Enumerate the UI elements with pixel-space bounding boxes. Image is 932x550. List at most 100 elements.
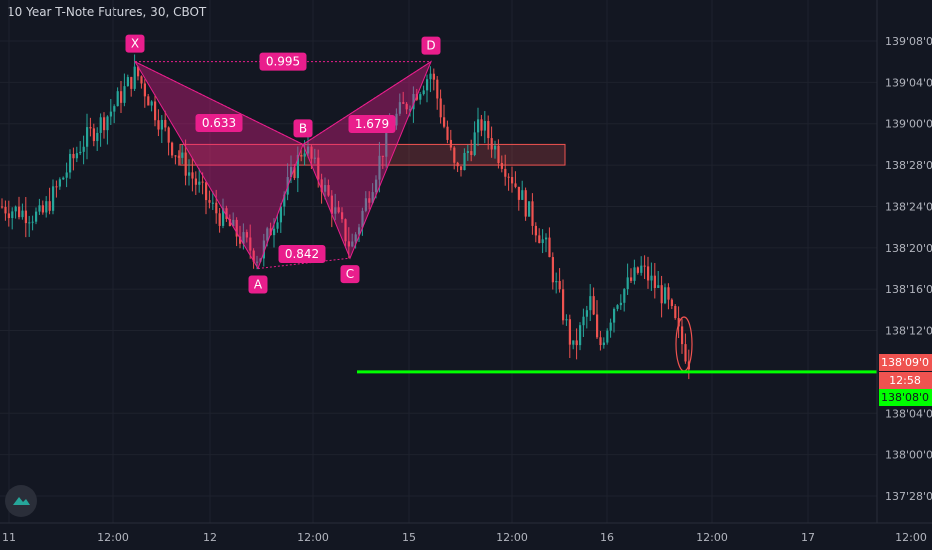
candle-body (378, 155, 381, 180)
candle-body (609, 322, 612, 331)
price-label-support-level: 138'08'0 (881, 391, 929, 404)
candle-body (545, 237, 548, 240)
candle-body (647, 266, 650, 281)
candle-body (623, 289, 626, 303)
candle-body (514, 183, 517, 187)
candle-body (225, 208, 228, 220)
candle-body (106, 116, 109, 131)
candle-body (575, 340, 578, 346)
candle-body (89, 127, 92, 129)
candle-body (456, 162, 459, 167)
price-label-bg-countdown (879, 372, 932, 389)
candle-body (490, 138, 493, 150)
candle-body (38, 205, 41, 212)
candle-body (31, 221, 34, 223)
candle-body (18, 206, 21, 218)
price-label-countdown: 12:58 (889, 374, 921, 387)
candle-body (405, 103, 408, 110)
candle-body (208, 200, 211, 203)
candle-body (140, 76, 143, 84)
candle-body (443, 117, 446, 127)
price-tick-label: 138'16'0 (885, 283, 932, 296)
ratio-xd-bg (259, 52, 307, 71)
candle-body (657, 285, 660, 288)
candle-body (249, 237, 252, 251)
candle-body (198, 181, 201, 185)
candle-body (466, 151, 469, 153)
candle-body (616, 305, 619, 309)
candle-body (565, 319, 568, 321)
candle-body (58, 179, 61, 187)
candle-body (528, 201, 531, 217)
price-tick-label: 138'24'0 (885, 200, 932, 213)
candle-body (341, 212, 344, 220)
candle-body (191, 172, 194, 179)
candle-body (422, 90, 425, 95)
candle-body (126, 77, 129, 87)
candle-body (181, 152, 184, 158)
candle-body (86, 127, 89, 147)
candle-body (41, 205, 44, 213)
candle-body (65, 172, 68, 178)
candle-body (330, 195, 333, 214)
pattern-point-a-bg (248, 275, 268, 294)
candle-body (239, 236, 242, 244)
candle-body (606, 330, 609, 343)
candle-body (650, 275, 653, 281)
candle-body (52, 186, 55, 211)
candle-body (259, 258, 262, 262)
pattern-ratio-line (134, 61, 304, 145)
candle-body (426, 79, 429, 91)
ratio-xd: 0.995 (266, 55, 300, 69)
candle-body (572, 340, 575, 345)
pattern-ratio-line (302, 61, 432, 145)
candle-body (626, 277, 629, 290)
pattern-point-c: C (346, 267, 354, 281)
candle-body (358, 227, 361, 235)
candle-body (300, 154, 303, 157)
candle-body (684, 344, 687, 362)
candle-body (361, 210, 364, 228)
candle-body (4, 206, 7, 214)
candle-body (28, 222, 31, 224)
candle-body (157, 120, 160, 130)
candle-body (218, 213, 221, 226)
candle-body (667, 287, 670, 300)
candle-body (344, 219, 347, 242)
price-tick-label: 138'28'0 (885, 159, 932, 172)
candle-body (487, 121, 490, 139)
candle-body (228, 219, 231, 227)
candle-body (599, 337, 602, 346)
candle-body (174, 155, 177, 157)
candle-body (507, 176, 510, 178)
candle-body (7, 213, 10, 219)
time-tick-label: 16 (600, 531, 614, 544)
candle-body (381, 155, 384, 157)
time-tick-label: 12:00 (97, 531, 129, 544)
candle-body (55, 186, 58, 188)
price-tick-label: 138'04'0 (885, 407, 932, 420)
candle-body (368, 198, 371, 203)
candle-body (449, 139, 452, 148)
candle-body (548, 237, 551, 258)
candle-body (592, 296, 595, 315)
ratio-bd: 1.679 (355, 117, 389, 131)
candle-body (511, 177, 514, 184)
candle-body (310, 146, 313, 159)
candle-body (307, 146, 310, 154)
candle-body (150, 101, 153, 106)
candle-body (619, 302, 622, 306)
time-tick-label: 17 (801, 531, 815, 544)
candle-body (79, 151, 82, 154)
candle-body (324, 185, 327, 192)
chart-title: 10 Year T-Note Futures, 30, CBOT (7, 5, 207, 19)
candle-body (313, 157, 316, 159)
candle-body (273, 228, 276, 236)
candle-body (585, 310, 588, 317)
time-tick-label: 12:00 (696, 531, 728, 544)
candle-body (276, 222, 279, 229)
candle-body (201, 181, 204, 183)
candle-body (69, 153, 72, 173)
price-tick-label: 138'12'0 (885, 325, 932, 338)
